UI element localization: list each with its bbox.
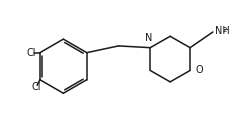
Text: Cl: Cl — [27, 48, 36, 58]
Text: NH: NH — [214, 26, 229, 36]
Text: O: O — [195, 65, 203, 76]
Text: Cl: Cl — [31, 82, 41, 92]
Text: 2: 2 — [223, 27, 227, 33]
Text: N: N — [145, 33, 152, 43]
